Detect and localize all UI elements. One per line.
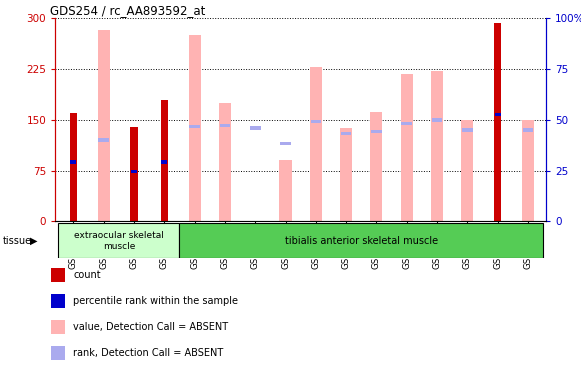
Bar (523, 128, 533, 132)
Bar (98, 30, 110, 221)
Bar (401, 122, 412, 125)
Bar (432, 118, 442, 122)
Bar (250, 126, 260, 130)
Bar (310, 67, 322, 221)
Bar (370, 112, 382, 221)
Bar (52, 268, 65, 281)
Bar (70, 113, 77, 221)
Bar (461, 120, 474, 221)
Bar (494, 23, 501, 221)
Bar (98, 138, 109, 142)
Bar (131, 169, 137, 173)
Bar (189, 35, 200, 221)
Bar (401, 74, 413, 221)
Text: tissue: tissue (3, 236, 32, 246)
Bar (522, 120, 534, 221)
Bar (340, 128, 352, 221)
Bar (341, 132, 352, 135)
Bar (180, 223, 543, 258)
Bar (189, 125, 200, 128)
Bar (52, 294, 65, 307)
Bar (160, 100, 168, 221)
Bar (462, 128, 473, 132)
Text: count: count (73, 270, 101, 280)
Text: ▶: ▶ (30, 236, 38, 246)
Bar (52, 346, 65, 360)
Text: rank, Detection Call = ABSENT: rank, Detection Call = ABSENT (73, 348, 223, 358)
Bar (58, 223, 180, 258)
Text: value, Detection Call = ABSENT: value, Detection Call = ABSENT (73, 322, 228, 332)
Bar (220, 124, 230, 127)
Text: GDS254 / rc_AA893592_at: GDS254 / rc_AA893592_at (51, 4, 206, 17)
Bar (280, 142, 291, 145)
Bar (219, 103, 231, 221)
Text: percentile rank within the sample: percentile rank within the sample (73, 296, 238, 306)
Bar (162, 160, 167, 164)
Text: tibialis anterior skeletal muscle: tibialis anterior skeletal muscle (285, 236, 438, 246)
Bar (70, 160, 77, 164)
Bar (371, 130, 382, 133)
Bar (52, 320, 65, 334)
Text: extraocular skeletal
muscle: extraocular skeletal muscle (74, 231, 164, 251)
Bar (279, 160, 292, 221)
Bar (431, 71, 443, 221)
Bar (494, 113, 501, 116)
Bar (310, 120, 321, 123)
Bar (130, 127, 138, 221)
